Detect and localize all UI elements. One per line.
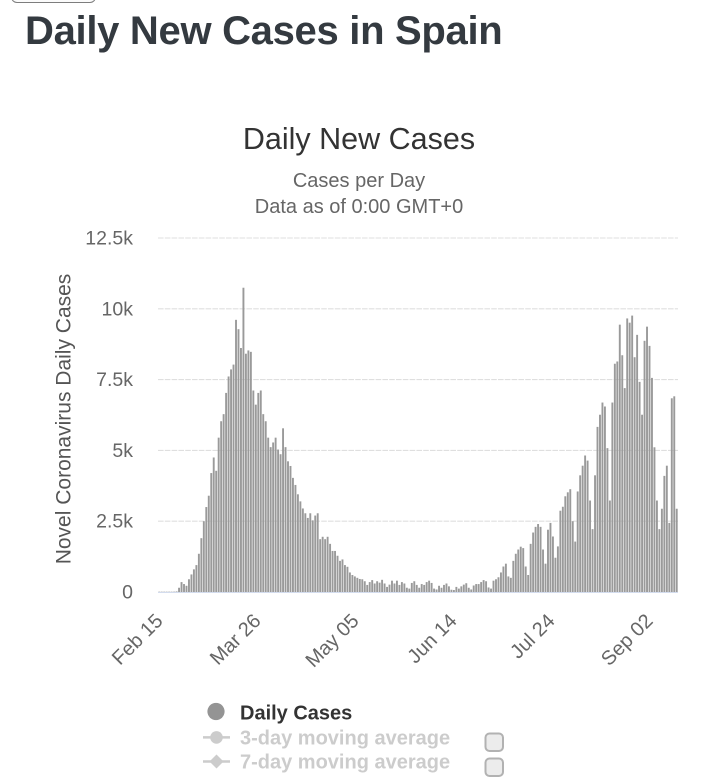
svg-text:10k: 10k xyxy=(102,298,134,320)
svg-text:Cases per Day: Cases per Day xyxy=(293,170,425,192)
svg-text:Daily Cases: Daily Cases xyxy=(240,703,352,725)
svg-text:7.5k: 7.5k xyxy=(96,369,133,391)
svg-text:7-day moving average: 7-day moving average xyxy=(240,752,450,774)
svg-text:Mar 26: Mar 26 xyxy=(206,610,266,670)
svg-text:May 05: May 05 xyxy=(302,610,364,672)
svg-text:Jul 24: Jul 24 xyxy=(506,610,559,663)
svg-text:Jun 14: Jun 14 xyxy=(404,610,462,668)
svg-text:5k: 5k xyxy=(112,440,133,462)
svg-text:2.5k: 2.5k xyxy=(96,511,133,533)
svg-text:Data as of 0:00 GMT+0: Data as of 0:00 GMT+0 xyxy=(255,196,463,218)
svg-text:Novel Coronavirus Daily Cases: Novel Coronavirus Daily Cases xyxy=(53,274,76,565)
svg-text:Sep 02: Sep 02 xyxy=(597,610,657,670)
svg-text:3-day moving average: 3-day moving average xyxy=(240,727,450,749)
svg-text:12.5k: 12.5k xyxy=(85,228,133,250)
svg-text:Daily New Cases: Daily New Cases xyxy=(243,122,475,156)
svg-text:0: 0 xyxy=(122,582,133,604)
svg-text:Feb 15: Feb 15 xyxy=(108,610,168,670)
